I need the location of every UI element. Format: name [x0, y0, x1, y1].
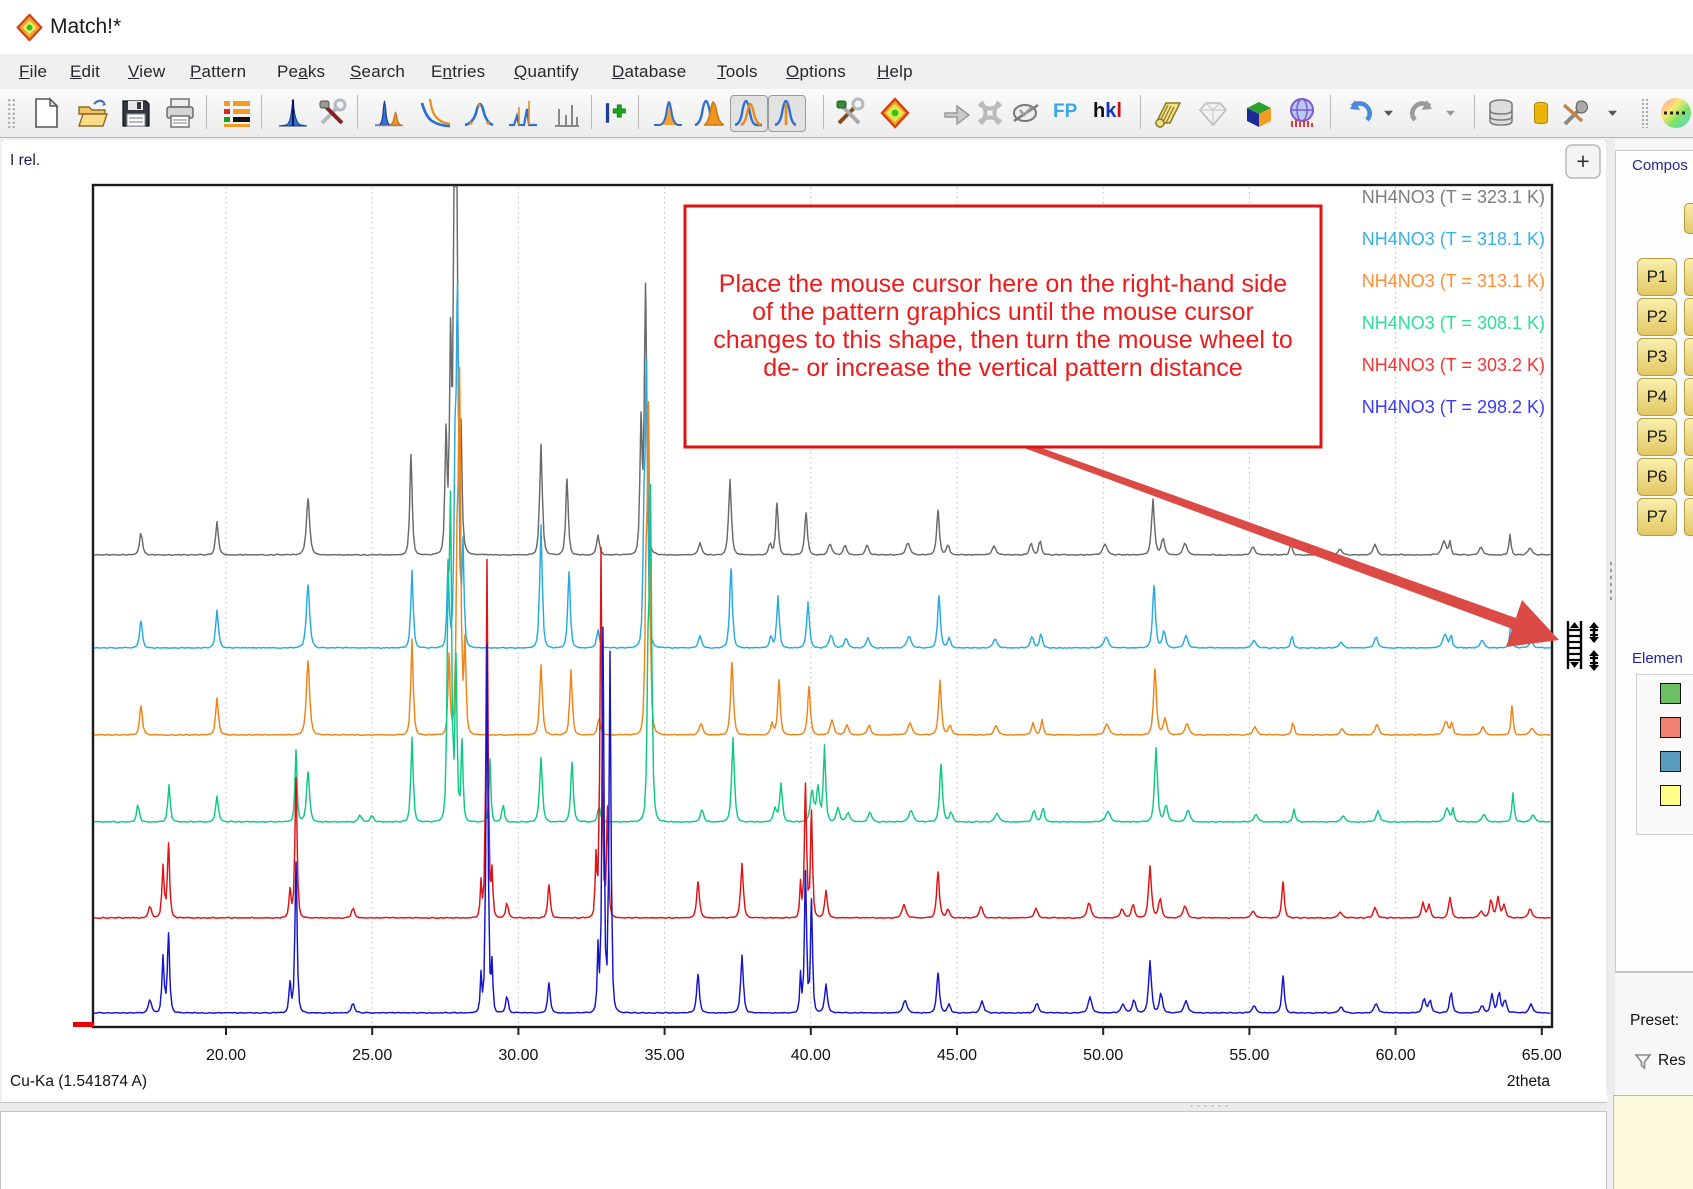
svg-text:20.00: 20.00 [206, 1047, 246, 1064]
svg-text:+: + [1576, 148, 1589, 174]
svg-text:25.00: 25.00 [352, 1047, 392, 1064]
svg-text:40.00: 40.00 [791, 1047, 831, 1064]
svg-text:I rel.: I rel. [10, 152, 40, 169]
svg-text:35.00: 35.00 [645, 1047, 685, 1064]
svg-text:NH4NO3 (T = 308.1 K): NH4NO3 (T = 308.1 K) [1362, 313, 1545, 333]
svg-text:NH4NO3 (T = 323.1 K): NH4NO3 (T = 323.1 K) [1362, 187, 1545, 207]
svg-text:45.00: 45.00 [937, 1047, 977, 1064]
svg-text:changes to this shape, then tu: changes to this shape, then turn the mou… [713, 326, 1293, 354]
svg-text:30.00: 30.00 [498, 1047, 538, 1064]
svg-text:65.00: 65.00 [1522, 1047, 1562, 1064]
svg-text:NH4NO3 (T = 298.2 K): NH4NO3 (T = 298.2 K) [1362, 397, 1545, 417]
svg-text:2theta: 2theta [1507, 1073, 1550, 1090]
svg-text:NH4NO3 (T = 303.2 K): NH4NO3 (T = 303.2 K) [1362, 355, 1545, 375]
svg-text:Cu-Ka (1.541874 A): Cu-Ka (1.541874 A) [10, 1073, 147, 1090]
svg-text:55.00: 55.00 [1229, 1047, 1269, 1064]
svg-text:Place the mouse cursor here on: Place the mouse cursor here on the right… [719, 270, 1287, 298]
svg-text:NH4NO3 (T = 313.1 K): NH4NO3 (T = 313.1 K) [1362, 271, 1545, 291]
svg-text:de- or increase the vertical p: de- or increase the vertical pattern dis… [763, 354, 1242, 382]
svg-text:50.00: 50.00 [1083, 1047, 1123, 1064]
svg-text:of the pattern graphics until: of the pattern graphics until the mouse … [752, 298, 1254, 326]
svg-text:60.00: 60.00 [1376, 1047, 1416, 1064]
svg-text:NH4NO3 (T = 318.1 K): NH4NO3 (T = 318.1 K) [1362, 229, 1545, 249]
